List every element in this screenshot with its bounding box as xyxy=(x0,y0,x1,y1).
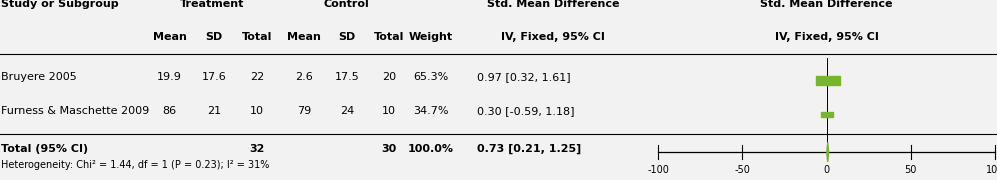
Text: -100: -100 xyxy=(647,165,669,175)
Text: 20: 20 xyxy=(382,72,396,82)
Text: 0.73 [0.21, 1.25]: 0.73 [0.21, 1.25] xyxy=(477,144,581,154)
Text: 21: 21 xyxy=(207,106,221,116)
Bar xyxy=(821,112,833,117)
Text: 2.6: 2.6 xyxy=(295,72,313,82)
Text: Mean: Mean xyxy=(287,32,321,42)
Text: 86: 86 xyxy=(163,106,176,116)
Text: 17.6: 17.6 xyxy=(202,72,226,82)
Text: 32: 32 xyxy=(249,144,265,154)
Text: Furness & Maschette 2009: Furness & Maschette 2009 xyxy=(1,106,150,116)
Text: 0.97 [0.32, 1.61]: 0.97 [0.32, 1.61] xyxy=(477,72,570,82)
Bar xyxy=(817,76,840,85)
Text: 0: 0 xyxy=(824,165,830,175)
Text: Total: Total xyxy=(374,32,404,42)
Text: 17.5: 17.5 xyxy=(335,72,359,82)
Text: Total (95% CI): Total (95% CI) xyxy=(1,144,88,154)
Text: 100.0%: 100.0% xyxy=(408,144,454,154)
Polygon shape xyxy=(827,142,829,162)
Text: Control: Control xyxy=(323,0,369,9)
Text: 10: 10 xyxy=(250,106,264,116)
Text: 30: 30 xyxy=(381,144,397,154)
Text: 10: 10 xyxy=(382,106,396,116)
Text: 19.9: 19.9 xyxy=(158,72,181,82)
Text: IV, Fixed, 95% CI: IV, Fixed, 95% CI xyxy=(775,32,878,42)
Text: -50: -50 xyxy=(735,165,750,175)
Text: 0.30 [-0.59, 1.18]: 0.30 [-0.59, 1.18] xyxy=(477,106,574,116)
Text: SD: SD xyxy=(205,32,223,42)
Text: SD: SD xyxy=(338,32,356,42)
Text: IV, Fixed, 95% CI: IV, Fixed, 95% CI xyxy=(501,32,605,42)
Text: 65.3%: 65.3% xyxy=(413,72,449,82)
Text: Mean: Mean xyxy=(153,32,186,42)
Text: 24: 24 xyxy=(340,106,354,116)
Text: Std. Mean Difference: Std. Mean Difference xyxy=(761,0,892,9)
Text: 100: 100 xyxy=(986,165,997,175)
Text: Total: Total xyxy=(242,32,272,42)
Text: Std. Mean Difference: Std. Mean Difference xyxy=(488,0,619,9)
Text: 50: 50 xyxy=(904,165,917,175)
Text: Treatment: Treatment xyxy=(180,0,244,9)
Text: Bruyere 2005: Bruyere 2005 xyxy=(1,72,77,82)
Text: 22: 22 xyxy=(250,72,264,82)
Text: Heterogeneity: Chi² = 1.44, df = 1 (P = 0.23); I² = 31%: Heterogeneity: Chi² = 1.44, df = 1 (P = … xyxy=(1,160,269,170)
Text: Weight: Weight xyxy=(409,32,453,42)
Text: Study or Subgroup: Study or Subgroup xyxy=(1,0,119,9)
Text: 34.7%: 34.7% xyxy=(413,106,449,116)
Text: 79: 79 xyxy=(297,106,311,116)
